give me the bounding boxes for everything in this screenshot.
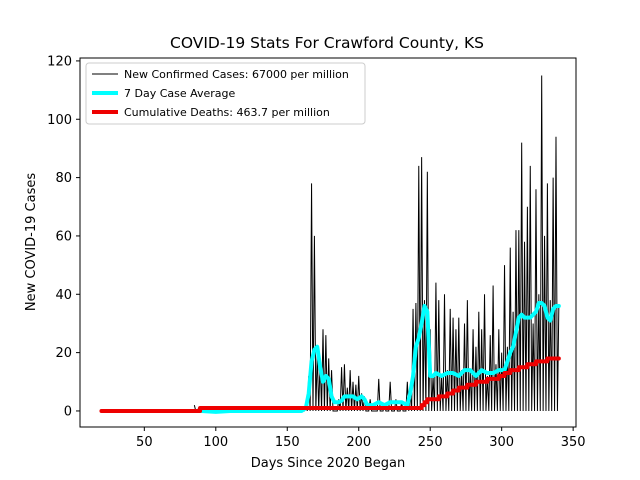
y-tick-label: 60 [55, 229, 72, 244]
y-axis: 0 20 40 60 80 100 120 [47, 54, 80, 419]
y-tick-label: 120 [47, 54, 72, 69]
x-axis: 50 100 150 200 250 300 350 [136, 427, 586, 450]
legend: New Confirmed Cases: 67000 per million 7… [85, 62, 366, 125]
x-tick-label: 200 [346, 435, 371, 450]
x-tick-label: 50 [136, 435, 153, 450]
series-line-7-day-average [199, 301, 561, 414]
legend-label-cases: New Confirmed Cases: 67000 per million [124, 68, 349, 81]
legend-label-average: 7 Day Case Average [124, 87, 236, 100]
legend-box [85, 62, 366, 125]
y-tick-label: 20 [55, 346, 72, 361]
x-tick-label: 150 [275, 435, 300, 450]
x-tick-label: 350 [561, 435, 586, 450]
y-tick-label: 40 [55, 288, 72, 303]
y-tick-label: 100 [47, 113, 72, 128]
series-line-cumulative-deaths [99, 356, 561, 413]
y-tick-label: 0 [64, 404, 72, 419]
x-tick-label: 300 [489, 435, 514, 450]
x-axis-label: Days Since 2020 Began [251, 456, 406, 471]
plot-frame [79, 57, 577, 428]
plot-series [99, 75, 561, 414]
y-tick-label: 80 [55, 171, 72, 186]
chart-title: COVID-19 Stats For Crawford County, KS [170, 34, 484, 52]
legend-label-deaths: Cumulative Deaths: 463.7 per million [124, 106, 330, 119]
x-tick-label: 100 [203, 435, 228, 450]
y-axis-label: New COVID-19 Cases [24, 173, 39, 311]
x-tick-label: 250 [418, 435, 443, 450]
